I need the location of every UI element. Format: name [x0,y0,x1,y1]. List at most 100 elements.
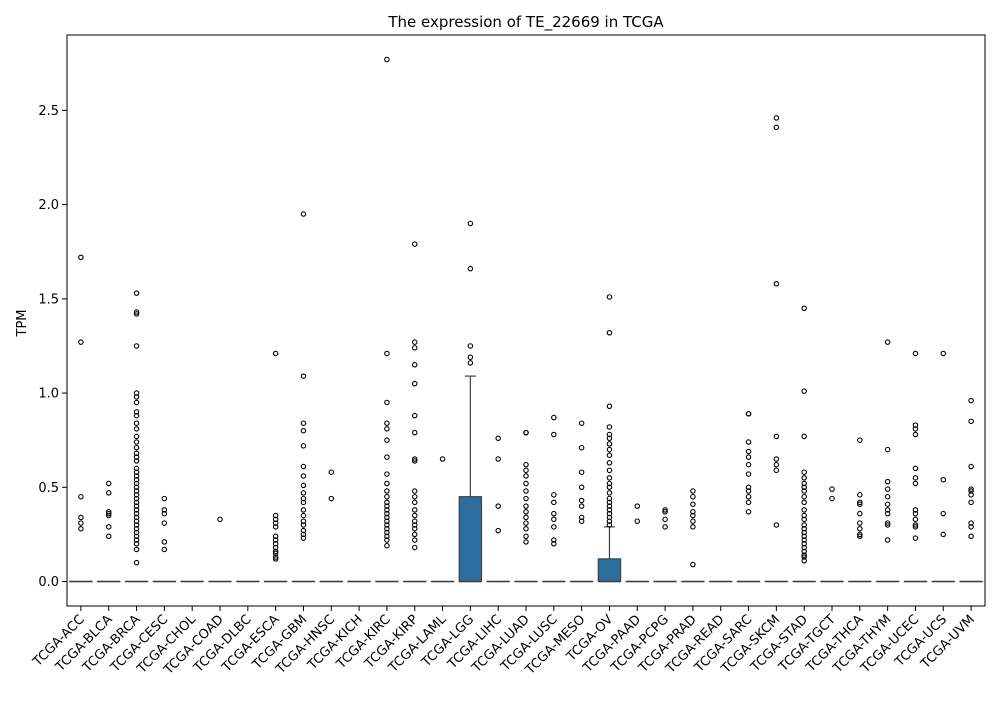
outlier-point [941,478,945,482]
outlier-point [329,496,333,500]
outlier-point [913,351,917,355]
outlier-point [774,523,778,527]
outlier-point [746,412,750,416]
outlier-point [79,527,83,531]
outlier-point [552,525,556,529]
outlier-point [691,525,695,529]
outlier-point [162,521,166,525]
outlier-point [858,511,862,515]
outlier-point [885,487,889,491]
outlier-point [774,457,778,461]
outlier-point [635,519,639,523]
outlier-point [607,295,611,299]
outlier-point [107,525,111,529]
outlier-point [218,517,222,521]
outlier-point [496,436,500,440]
outlier-point [413,381,417,385]
outlier-point [941,351,945,355]
outlier-point [691,519,695,523]
outlier-point [524,462,528,466]
outlier-point [552,493,556,497]
outlier-point [385,494,389,498]
outlier-point [802,470,806,474]
outlier-point [385,472,389,476]
y-tick-label: 1.5 [38,292,59,307]
outlier-point [969,464,973,468]
box-tcga-lgg [459,497,481,582]
outlier-point [552,432,556,436]
outlier-point [746,494,750,498]
outlier-point [885,479,889,483]
outlier-point [858,493,862,497]
outlier-point [440,457,444,461]
outlier-point [134,440,138,444]
outlier-point [913,481,917,485]
outlier-point [802,434,806,438]
outlier-point [969,419,973,423]
outlier-point [774,462,778,466]
outlier-point [413,340,417,344]
outlier-point [552,511,556,515]
outlier-point [107,491,111,495]
chart-title: The expression of TE_22669 in TCGA [387,13,664,32]
outlier-point [607,461,611,465]
outlier-point [607,453,611,457]
outlier-point [79,494,83,498]
outlier-point [579,446,583,450]
outlier-point [858,438,862,442]
y-tick-label: 1.0 [38,387,59,402]
outlier-point [746,455,750,459]
outlier-point [774,468,778,472]
outlier-point [301,491,305,495]
outlier-point [301,513,305,517]
outlier-point [885,340,889,344]
outlier-point [301,464,305,468]
outlier-point [802,494,806,498]
outlier-point [774,125,778,129]
outlier-point [385,57,389,61]
outlier-point [468,266,472,270]
outlier-point [607,491,611,495]
outlier-point [496,457,500,461]
outlier-point [134,421,138,425]
outlier-point [301,421,305,425]
outlier-point [301,444,305,448]
outlier-point [413,430,417,434]
outlier-point [413,242,417,246]
outlier-point [524,468,528,472]
outlier-point [913,536,917,540]
outlier-point [385,400,389,404]
outlier-point [552,500,556,504]
outlier-point [774,434,778,438]
outlier-point [524,515,528,519]
outlier-point [385,543,389,547]
outlier-point [385,438,389,442]
outlier-point [162,547,166,551]
outlier-point [413,513,417,517]
outlier-point [134,427,138,431]
outlier-point [468,221,472,225]
outlier-point [413,494,417,498]
outlier-point [524,430,528,434]
outlier-point [941,532,945,536]
outlier-point [635,504,639,508]
outlier-point [413,508,417,512]
outlier-point [301,483,305,487]
outlier-point [273,351,277,355]
outlier-point [134,434,138,438]
outlier-point [524,489,528,493]
outlier-point [941,511,945,515]
outlier-point [134,547,138,551]
outlier-point [329,470,333,474]
outlier-point [413,538,417,542]
outlier-point [913,466,917,470]
outlier-point [607,404,611,408]
outlier-point [969,500,973,504]
outlier-point [468,361,472,365]
outlier-point [746,472,750,476]
plot-layer [70,57,982,581]
outlier-point [885,538,889,542]
outlier-point [802,500,806,504]
outlier-point [385,481,389,485]
